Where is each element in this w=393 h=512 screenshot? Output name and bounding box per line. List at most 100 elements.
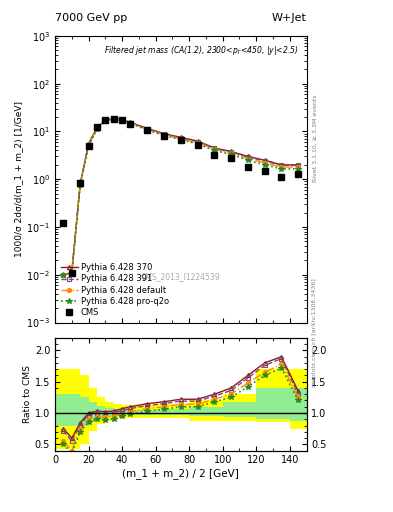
Legend: Pythia 6.428 370, Pythia 6.428 391, Pythia 6.428 default, Pythia 6.428 pro-q2o, : Pythia 6.428 370, Pythia 6.428 391, Pyth… bbox=[59, 262, 171, 318]
Pythia 6.428 391 bbox=[279, 162, 284, 168]
Pythia 6.428 370 bbox=[103, 117, 108, 123]
Text: Rivet 3.1.10, ≥ 3.3M events: Rivet 3.1.10, ≥ 3.3M events bbox=[312, 94, 318, 182]
Pythia 6.428 pro-q2o bbox=[120, 118, 125, 124]
Text: mcplots.cern.ch [arXiv:1306.3436]: mcplots.cern.ch [arXiv:1306.3436] bbox=[312, 279, 318, 387]
Pythia 6.428 370 bbox=[86, 141, 91, 147]
Line: Pythia 6.428 391: Pythia 6.428 391 bbox=[61, 117, 300, 277]
Pythia 6.428 370 bbox=[111, 116, 116, 122]
Pythia 6.428 391 bbox=[145, 126, 150, 132]
Pythia 6.428 pro-q2o bbox=[61, 272, 66, 278]
Pythia 6.428 391 bbox=[246, 154, 250, 160]
Pythia 6.428 default bbox=[145, 126, 150, 133]
CMS bbox=[145, 127, 150, 134]
Pythia 6.428 391 bbox=[86, 141, 91, 147]
Pythia 6.428 default bbox=[212, 146, 217, 153]
Y-axis label: Ratio to CMS: Ratio to CMS bbox=[23, 365, 32, 423]
Line: Pythia 6.428 default: Pythia 6.428 default bbox=[61, 117, 300, 277]
Pythia 6.428 391 bbox=[212, 145, 217, 152]
Pythia 6.428 370 bbox=[78, 181, 83, 187]
Pythia 6.428 370 bbox=[61, 272, 66, 278]
Pythia 6.428 default bbox=[178, 136, 183, 142]
Pythia 6.428 default bbox=[262, 160, 267, 166]
Line: CMS: CMS bbox=[61, 116, 301, 275]
Pythia 6.428 pro-q2o bbox=[95, 126, 99, 132]
Pythia 6.428 370 bbox=[70, 270, 74, 276]
Pythia 6.428 370 bbox=[162, 131, 166, 137]
Pythia 6.428 pro-q2o bbox=[178, 137, 183, 143]
CMS bbox=[128, 121, 133, 127]
Pythia 6.428 default bbox=[195, 140, 200, 146]
Text: 7000 GeV pp: 7000 GeV pp bbox=[55, 13, 127, 23]
Pythia 6.428 370 bbox=[229, 148, 233, 155]
Pythia 6.428 default bbox=[78, 182, 83, 188]
CMS bbox=[296, 170, 301, 177]
Pythia 6.428 default bbox=[128, 120, 133, 126]
CMS bbox=[262, 168, 267, 174]
X-axis label: (m_1 + m_2) / 2 [GeV]: (m_1 + m_2) / 2 [GeV] bbox=[122, 468, 239, 479]
Pythia 6.428 default bbox=[246, 156, 250, 162]
Pythia 6.428 370 bbox=[128, 119, 133, 125]
Pythia 6.428 default bbox=[111, 116, 116, 122]
Pythia 6.428 370 bbox=[246, 153, 250, 159]
Y-axis label: 1000/σ 2dσ/d(m_1 + m_2) [1/GeV]: 1000/σ 2dσ/d(m_1 + m_2) [1/GeV] bbox=[15, 101, 24, 257]
Pythia 6.428 391 bbox=[229, 149, 233, 155]
Pythia 6.428 391 bbox=[178, 135, 183, 141]
Pythia 6.428 default bbox=[162, 132, 166, 138]
Text: Filtered jet mass (CA(1.2), 2300<p$_T$<450, |y|<2.5): Filtered jet mass (CA(1.2), 2300<p$_T$<4… bbox=[105, 45, 299, 57]
Pythia 6.428 default bbox=[61, 272, 66, 278]
Pythia 6.428 default bbox=[86, 142, 91, 148]
Pythia 6.428 370 bbox=[279, 162, 284, 168]
Pythia 6.428 pro-q2o bbox=[111, 117, 116, 123]
Pythia 6.428 391 bbox=[162, 131, 166, 137]
Pythia 6.428 pro-q2o bbox=[296, 166, 301, 172]
CMS bbox=[162, 133, 166, 139]
Pythia 6.428 391 bbox=[95, 125, 99, 131]
Pythia 6.428 pro-q2o bbox=[70, 270, 74, 276]
CMS bbox=[279, 174, 284, 180]
Pythia 6.428 391 bbox=[128, 119, 133, 125]
Pythia 6.428 pro-q2o bbox=[145, 127, 150, 133]
Pythia 6.428 default bbox=[279, 164, 284, 170]
Pythia 6.428 default bbox=[95, 125, 99, 132]
Pythia 6.428 pro-q2o bbox=[103, 118, 108, 124]
CMS bbox=[120, 117, 125, 123]
Text: W+Jet: W+Jet bbox=[272, 13, 307, 23]
Pythia 6.428 370 bbox=[178, 134, 183, 140]
Pythia 6.428 default bbox=[70, 270, 74, 276]
Pythia 6.428 370 bbox=[195, 138, 200, 144]
Pythia 6.428 default bbox=[229, 150, 233, 156]
Pythia 6.428 370 bbox=[145, 125, 150, 132]
Pythia 6.428 pro-q2o bbox=[162, 133, 166, 139]
Pythia 6.428 370 bbox=[296, 162, 301, 168]
Pythia 6.428 391 bbox=[78, 181, 83, 187]
Pythia 6.428 370 bbox=[120, 117, 125, 123]
Pythia 6.428 pro-q2o bbox=[246, 157, 250, 163]
CMS bbox=[195, 142, 200, 148]
CMS bbox=[229, 155, 233, 161]
Pythia 6.428 370 bbox=[95, 124, 99, 131]
CMS bbox=[61, 220, 66, 226]
CMS bbox=[70, 270, 74, 276]
Pythia 6.428 default bbox=[296, 164, 301, 170]
Line: Pythia 6.428 370: Pythia 6.428 370 bbox=[61, 117, 300, 277]
CMS bbox=[212, 152, 217, 158]
CMS bbox=[78, 180, 83, 186]
Pythia 6.428 370 bbox=[212, 145, 217, 151]
Line: Pythia 6.428 pro-q2o: Pythia 6.428 pro-q2o bbox=[61, 117, 301, 278]
Pythia 6.428 default bbox=[103, 118, 108, 124]
Pythia 6.428 391 bbox=[111, 116, 116, 122]
Pythia 6.428 pro-q2o bbox=[86, 143, 91, 150]
CMS bbox=[111, 116, 116, 122]
Pythia 6.428 370 bbox=[262, 157, 267, 163]
CMS bbox=[86, 143, 91, 149]
Pythia 6.428 default bbox=[120, 117, 125, 123]
Pythia 6.428 391 bbox=[262, 158, 267, 164]
Pythia 6.428 pro-q2o bbox=[229, 152, 233, 158]
Pythia 6.428 391 bbox=[296, 162, 301, 168]
CMS bbox=[103, 117, 108, 123]
Pythia 6.428 pro-q2o bbox=[128, 120, 133, 126]
Pythia 6.428 391 bbox=[120, 117, 125, 123]
CMS bbox=[95, 124, 99, 130]
Pythia 6.428 pro-q2o bbox=[212, 147, 217, 154]
Pythia 6.428 pro-q2o bbox=[78, 182, 83, 188]
